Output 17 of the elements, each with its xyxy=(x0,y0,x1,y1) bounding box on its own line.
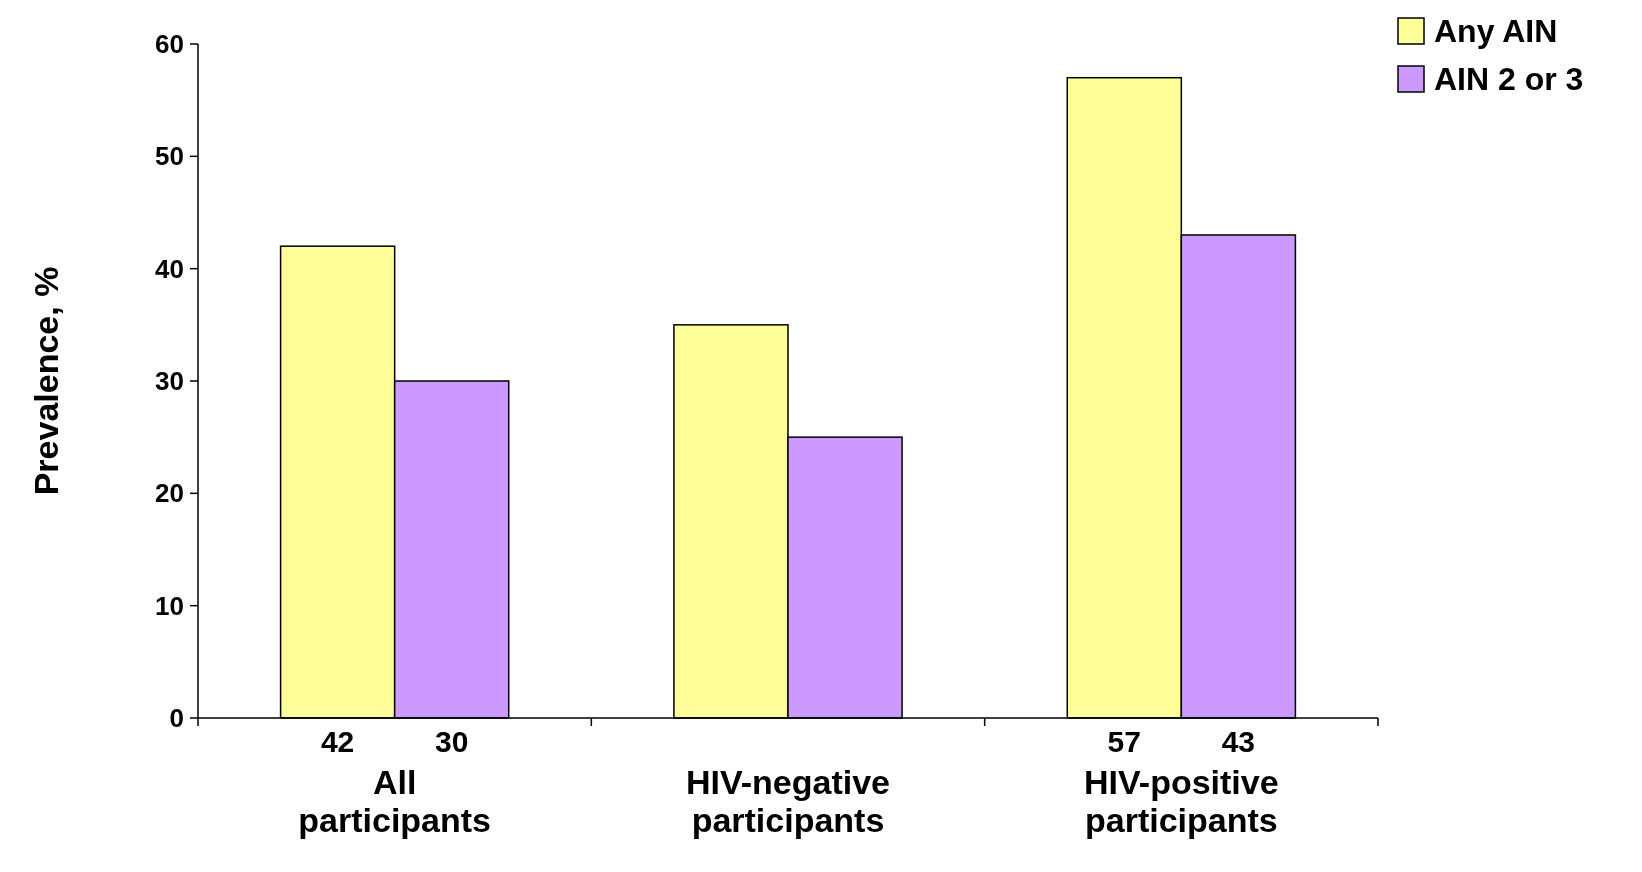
data-label: 42 xyxy=(320,725,355,758)
y-tick-label: 0 xyxy=(169,703,184,734)
y-axis-title: Prevalence, % xyxy=(27,266,65,496)
y-tick-label: 10 xyxy=(155,590,184,621)
data-label: 43 xyxy=(1221,725,1256,758)
y-tick-label: 40 xyxy=(155,253,184,284)
y-tick-label: 60 xyxy=(155,29,184,60)
legend-label: Any AIN xyxy=(1434,13,1558,50)
x-tick-label: All participants xyxy=(298,763,492,839)
legend-label: AIN 2 or 3 xyxy=(1434,61,1584,98)
x-tick-label: HIV-negative participants xyxy=(685,763,891,839)
data-label: 30 xyxy=(435,725,469,758)
x-tick-label: HIV-positive participants xyxy=(1084,763,1279,839)
data-label: 57 xyxy=(1107,725,1141,758)
y-tick-label: 20 xyxy=(155,478,184,509)
y-tick-label: 50 xyxy=(155,141,184,172)
y-tick-label: 30 xyxy=(155,366,184,397)
